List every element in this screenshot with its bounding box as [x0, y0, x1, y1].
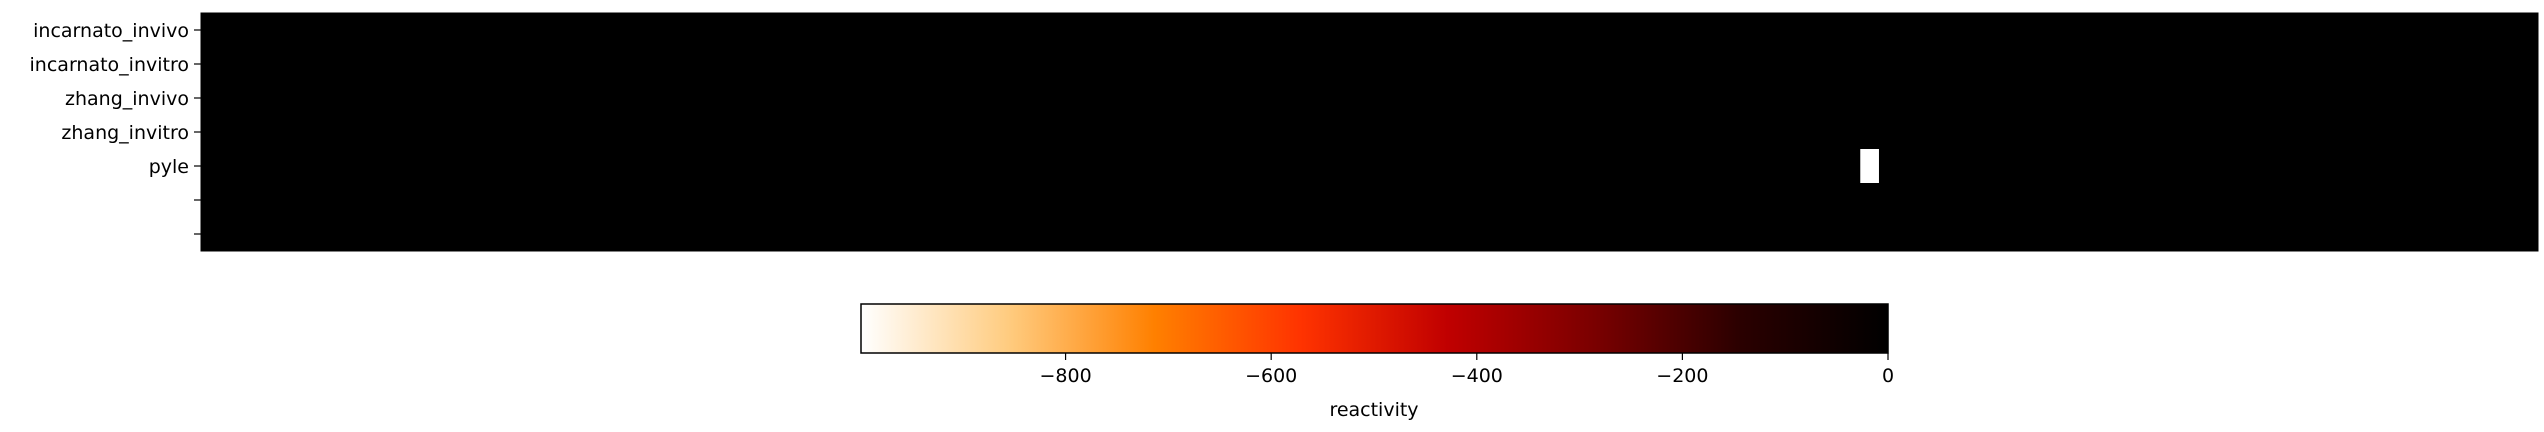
heatmap-cell: [1860, 149, 1879, 183]
row-label: incarnato_invitro: [30, 54, 189, 76]
colorbar-tick-label: −800: [1039, 365, 1091, 387]
colorbar-tick-label: −400: [1451, 365, 1503, 387]
heatmap-cells: [1860, 149, 1879, 183]
colorbar-tick-label: −600: [1245, 365, 1297, 387]
colorbar-tick-label: 0: [1882, 365, 1894, 387]
heatmap-panel: incarnato_invivo incarnato_invitro zhang_i…: [30, 12, 2539, 252]
colorbar: −800 −600 −400 −200 0 reactivity: [860, 303, 1894, 421]
row-label: incarnato_invivo: [33, 20, 189, 42]
colorbar-ticks: −800 −600 −400 −200 0: [1039, 353, 1894, 387]
colorbar-label: reactivity: [1329, 399, 1418, 421]
row-label: zhang_invitro: [61, 122, 189, 144]
heatmap-frame: [200, 12, 2539, 252]
colorbar-tick-label: −200: [1656, 365, 1708, 387]
heatmap-background: [201, 13, 2538, 251]
colorbar-gradient: [860, 303, 1889, 354]
row-label: pyle: [149, 156, 189, 178]
row-label: zhang_invivo: [65, 88, 189, 110]
heatmap-row-axis: incarnato_invivo incarnato_invitro zhang_i…: [30, 20, 201, 235]
